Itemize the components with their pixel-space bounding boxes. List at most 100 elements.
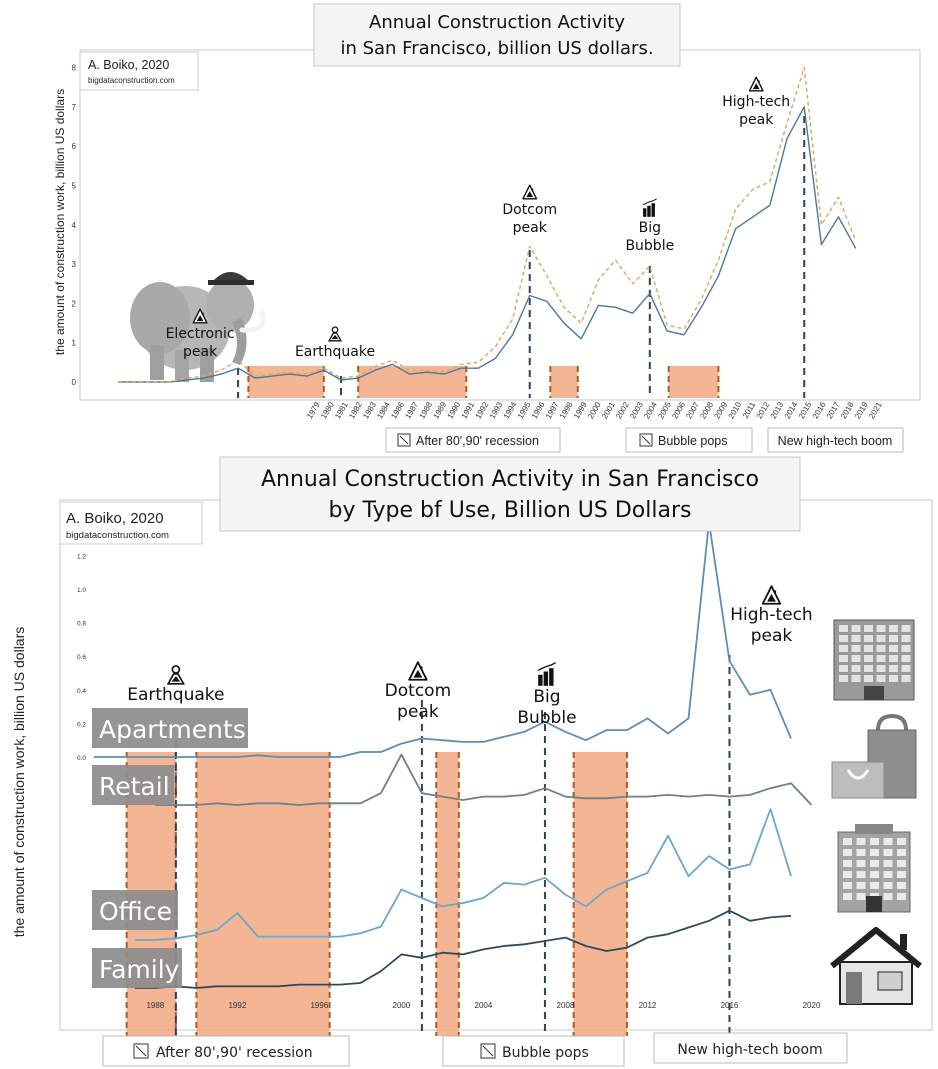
bottom-y-axis-label: the amount of construction work, billion… (11, 627, 27, 937)
bottom-title-box (219, 456, 801, 532)
x-tick-label: 1992 (474, 400, 491, 420)
category-label: Apartments (99, 715, 246, 744)
bottom-legend-bubble: Bubble pops (442, 1035, 625, 1067)
rockslide-icon (522, 184, 538, 200)
x-tick-label: 1999 (572, 400, 589, 420)
x-tick-label: 2001 (600, 400, 617, 420)
y-tick-label: 1.0 (77, 587, 86, 594)
x-tick-label: 2016 (721, 1001, 739, 1010)
x-tick-label: 1986 (389, 400, 406, 420)
x-tick-label: 2004 (642, 400, 659, 420)
x-tick-label: 1988 (146, 1001, 164, 1010)
annotation-label: High-tech (722, 94, 790, 110)
y-tick-label: 0.8 (77, 621, 86, 628)
category-label-box (92, 765, 174, 805)
top-title-box (313, 3, 681, 67)
bottom-legend-recession-label: After 80',90' recession (156, 1045, 313, 1061)
bottom-legend-boom: New high-tech boom (653, 1032, 848, 1064)
x-tick-label: 2017 (825, 400, 842, 420)
annotation-label: Earthquake (295, 344, 375, 360)
y-tick-label: 7 (72, 103, 77, 112)
x-tick-label: 1982 (347, 400, 364, 420)
shaded-period (436, 752, 459, 1036)
x-tick-label: 1996 (530, 400, 547, 420)
top-legend-recession: After 80',90' recession (385, 427, 561, 453)
x-tick-label: 1996 (310, 1001, 328, 1010)
x-tick-label: 2018 (839, 400, 856, 420)
top-credit-site: bigdataconstruction.com (88, 76, 175, 85)
top-credit: A. Boiko, 2020 (88, 58, 169, 72)
house-icon (830, 927, 922, 1005)
x-tick-label: 2012 (755, 400, 772, 420)
bottom-title-line-1: Annual Construction Activity in San Fran… (261, 467, 759, 492)
rockslide-icon (761, 585, 782, 605)
annotation-label: Big (639, 220, 661, 236)
bottom-legend-recession: After 80',90' recession (102, 1035, 350, 1067)
rockslide-icon (748, 76, 764, 92)
x-tick-label: 2010 (727, 400, 744, 420)
earthquake-icon (166, 665, 185, 685)
annotation-label: High-tech (730, 605, 812, 625)
annotation-label: Electronic (166, 326, 235, 342)
x-tick-label: 2014 (783, 400, 800, 420)
annotation-label: Big (533, 687, 560, 707)
y-tick-label: 0.6 (77, 654, 86, 661)
category-label-box (92, 948, 182, 988)
shaded-period (668, 366, 719, 398)
top-y-axis-label: the amount of construction work, billion… (53, 89, 67, 355)
x-tick-label: 1993 (488, 400, 505, 420)
series-line-family (134, 909, 792, 989)
y-tick-label: 6 (72, 142, 77, 151)
top-title-line-1: Annual Construction Activity (369, 12, 625, 33)
x-tick-label: 2021 (867, 400, 884, 420)
x-tick-label: 2000 (586, 400, 603, 420)
x-tick-label: 1987 (403, 400, 420, 420)
x-tick-label: 2008 (698, 400, 715, 420)
bottom-legend-boom-label: New high-tech boom (677, 1042, 822, 1058)
shaded-period (248, 366, 324, 398)
x-tick-label: 2013 (769, 400, 786, 420)
x-tick-label: 2012 (639, 1001, 657, 1010)
x-tick-label: 2019 (853, 400, 870, 420)
y-tick-label: 0.4 (77, 688, 86, 695)
earthquake-icon (327, 326, 343, 342)
annotation-label: peak (183, 344, 218, 360)
x-tick-label: 2007 (684, 400, 701, 420)
x-tick-label: 1989 (431, 400, 448, 420)
category-label: Retail (99, 772, 170, 801)
x-tick-label: 2002 (614, 400, 631, 420)
x-tick-label: 1979 (305, 400, 322, 420)
top-legend-recession-label: After 80',90' recession (416, 434, 539, 448)
x-tick-label: 1988 (417, 400, 434, 420)
x-tick-label: 1995 (516, 400, 533, 420)
y-tick-label: 0 (72, 378, 77, 387)
shopping-bag-icon (831, 713, 917, 799)
x-tick-label: 2005 (656, 400, 673, 420)
annotation-label: peak (397, 702, 439, 722)
annotation-label: Dotcom (502, 202, 557, 218)
x-tick-label: 1998 (558, 400, 575, 420)
x-tick-label: 2003 (628, 400, 645, 420)
top-legend-bubble-label: Bubble pops (658, 434, 728, 448)
series-line-retail (155, 753, 813, 806)
y-tick-label: 1 (72, 339, 77, 348)
bottom-chart: 0.0 0.2 0.4 0.6 0.8 1.0 1.2 1988 1992 1996 2000 20… (11, 456, 933, 1067)
category-label: Office (99, 897, 172, 926)
x-tick-label: 1983 (361, 400, 378, 420)
x-tick-label: 2020 (803, 1001, 821, 1010)
x-tick-label: 2016 (811, 400, 828, 420)
x-tick-label: 2008 (557, 1001, 575, 1010)
series-line-1 (118, 106, 857, 383)
annotation-label: peak (739, 112, 774, 128)
category-label-box (92, 890, 178, 930)
bottom-title-line-2: by Type bf Use, Billion US Dollars (329, 498, 692, 523)
x-tick-label: 2006 (670, 400, 687, 420)
y-tick-label: 1.2 (77, 553, 86, 560)
bottom-credit-site: bigdataconstruction.com (66, 530, 169, 541)
x-tick-label: 1980 (319, 400, 336, 420)
x-tick-label: 1984 (375, 400, 392, 420)
x-tick-label: 2004 (475, 1001, 493, 1010)
bottom-legend-bubble-label: Bubble pops (502, 1045, 589, 1061)
